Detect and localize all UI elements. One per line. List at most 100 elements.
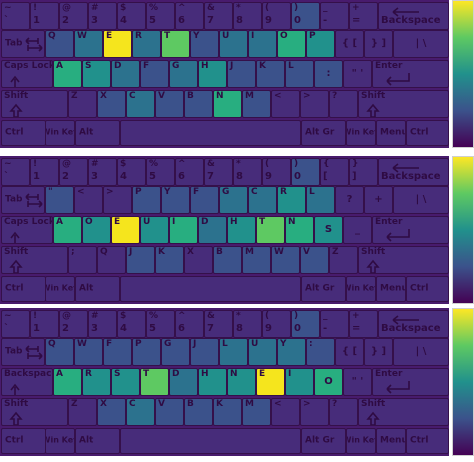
key-<[interactable]: < <box>271 90 300 118</box>
key-O[interactable]: O <box>277 30 306 58</box>
key-][interactable]: }] <box>349 158 378 186</box>
left-ctrl-key[interactable]: Ctrl <box>1 120 46 146</box>
key-:[interactable]: : <box>306 338 335 366</box>
key-"[interactable]: " <box>45 186 74 214</box>
key-S[interactable]: S <box>314 216 343 244</box>
key-O[interactable]: O <box>314 368 343 396</box>
key-0[interactable]: ) 0 <box>291 310 320 338</box>
key-A[interactable]: A <box>53 60 82 88</box>
key-V[interactable]: V <box>300 246 329 274</box>
key-} ][interactable]: } ] <box>364 30 393 58</box>
key-8[interactable]: * 8 <box>233 158 262 186</box>
key-J[interactable]: J <box>126 246 155 274</box>
enter-key[interactable]: Enter <box>372 60 449 88</box>
caps-lock-key[interactable]: Caps Lock <box>1 216 53 244</box>
key-H[interactable]: H <box>227 216 256 244</box>
caps-lock-key[interactable]: Caps Lock <box>1 60 53 88</box>
left-shift-key[interactable]: Shift <box>1 398 68 426</box>
key-6[interactable]: ^ 6 <box>175 2 204 30</box>
tab-key[interactable]: Tab <box>1 30 45 58</box>
key-P[interactable]: P <box>132 338 161 366</box>
key-E[interactable]: E <box>103 30 132 58</box>
key-G[interactable]: G <box>169 60 198 88</box>
key-Q[interactable]: Q <box>45 30 74 58</box>
key-Q[interactable]: Q <box>45 338 74 366</box>
right-shift-key[interactable]: Shift <box>358 398 449 426</box>
right-win-key[interactable]: Win Key <box>346 276 376 302</box>
right-shift-key[interactable]: Shift <box>358 90 449 118</box>
key-Y[interactable]: Y <box>161 186 190 214</box>
key-R[interactable]: R <box>132 30 161 58</box>
key-C[interactable]: C <box>126 90 155 118</box>
key-V[interactable]: V <box>155 90 184 118</box>
key-Y[interactable]: Y <box>277 338 306 366</box>
key-A[interactable]: A <box>53 368 82 396</box>
key-{ [[interactable]: { [ <box>335 338 364 366</box>
key-} ][interactable]: } ] <box>364 338 393 366</box>
key-Y[interactable]: Y <box>190 30 219 58</box>
alt-gr-key[interactable]: Alt Gr <box>301 120 346 146</box>
left-alt-key[interactable]: Alt <box>75 120 120 146</box>
key-`[interactable]: ~ ` <box>1 2 30 30</box>
key-4[interactable]: $4 <box>117 158 146 186</box>
key-A[interactable]: A <box>53 216 82 244</box>
key--[interactable]: _ - <box>320 2 349 30</box>
left-ctrl-key[interactable]: Ctrl <box>1 276 46 302</box>
key-?[interactable]: ? <box>335 186 364 214</box>
key-D[interactable]: D <box>111 60 140 88</box>
right-win-key[interactable]: Win Key <box>346 428 376 454</box>
key-7[interactable]: & 7 <box>204 158 233 186</box>
key-P[interactable]: P <box>306 30 335 58</box>
key-5[interactable]: % 5 <box>146 310 175 338</box>
left-win-key[interactable]: Win Key <box>45 276 75 302</box>
left-win-key[interactable]: Win Key <box>45 120 75 146</box>
key-`[interactable]: ~ ` <box>1 158 30 186</box>
key-2[interactable]: @2 <box>59 2 88 30</box>
backspace-key[interactable]: Backspace <box>378 2 449 30</box>
key-H[interactable]: H <box>198 368 227 396</box>
backspace-key[interactable]: Backspace <box>378 158 449 186</box>
key-9[interactable]: (9 <box>262 310 291 338</box>
left-alt-key[interactable]: Alt <box>75 276 120 302</box>
key-" '[interactable]: " ' <box>343 60 372 88</box>
key-K[interactable]: K <box>256 60 285 88</box>
key-W[interactable]: W <box>74 338 103 366</box>
key-9[interactable]: (9 <box>262 2 291 30</box>
key-I[interactable]: I <box>285 368 314 396</box>
key-M[interactable]: M <box>242 90 271 118</box>
key-V[interactable]: V <box>155 398 184 426</box>
key-Z[interactable]: Z <box>329 246 358 274</box>
key-`[interactable]: ~ ` <box>1 310 30 338</box>
key-I[interactable]: I <box>169 216 198 244</box>
backspace-key[interactable]: Backspace <box>378 310 449 338</box>
key-| \[interactable]: | \ <box>393 30 449 58</box>
tab-key[interactable]: Tab <box>1 338 45 366</box>
key-B[interactable]: B <box>213 246 242 274</box>
key-I[interactable]: I <box>248 30 277 58</box>
key-R[interactable]: R <box>277 186 306 214</box>
key-O[interactable]: O <box>82 216 111 244</box>
key-Z[interactable]: Z <box>68 90 97 118</box>
key-_[interactable]: _ <box>343 216 372 244</box>
space-bar[interactable] <box>120 276 301 302</box>
key-2[interactable]: @2 <box>59 158 88 186</box>
key-0[interactable]: ) 0 <box>291 2 320 30</box>
key-T[interactable]: T <box>161 30 190 58</box>
key-L[interactable]: L <box>219 338 248 366</box>
key-W[interactable]: W <box>74 30 103 58</box>
tab-key[interactable]: Tab <box>1 186 45 214</box>
key-5[interactable]: % 5 <box>146 2 175 30</box>
alt-gr-key[interactable]: Alt Gr <box>301 428 346 454</box>
key-8[interactable]: * 8 <box>233 310 262 338</box>
right-ctrl-key[interactable]: Ctrl <box>406 120 449 146</box>
left-alt-key[interactable]: Alt <box>75 428 120 454</box>
key-D[interactable]: D <box>198 216 227 244</box>
key-J[interactable]: J <box>227 60 256 88</box>
caps-lock-key[interactable]: Backspace <box>1 368 53 396</box>
key-6[interactable]: ^ 6 <box>175 158 204 186</box>
key-Q[interactable]: Q <box>97 246 126 274</box>
menu-key[interactable]: Menu <box>376 428 406 454</box>
key-F[interactable]: F <box>103 338 132 366</box>
key-5[interactable]: % 5 <box>146 158 175 186</box>
key-3[interactable]: #3 <box>88 2 117 30</box>
